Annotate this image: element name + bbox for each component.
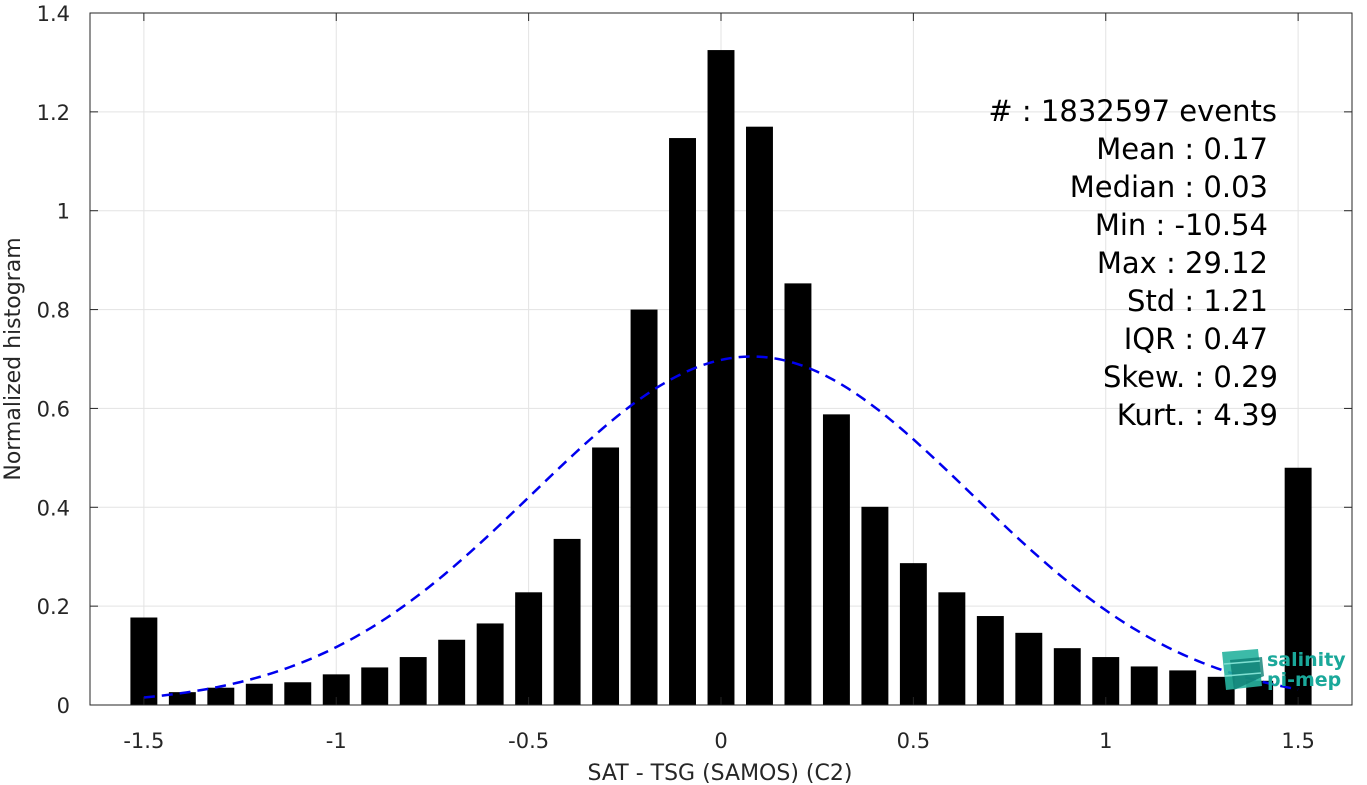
bar-30 bbox=[1284, 467, 1312, 705]
stat-line-4: Max : 29.12 bbox=[1097, 246, 1268, 280]
y-axis-label: Normalized histogram bbox=[1, 237, 26, 480]
y-tick-label-7: 1.4 bbox=[37, 2, 70, 26]
bar-6 bbox=[361, 667, 389, 705]
bar-13 bbox=[630, 309, 658, 705]
globe-cube-icon bbox=[1222, 649, 1264, 690]
bar-10 bbox=[515, 592, 543, 705]
bar-12 bbox=[592, 447, 620, 705]
bar-26 bbox=[1130, 666, 1158, 705]
x-tick-label-3: 0 bbox=[714, 729, 727, 753]
bar-9 bbox=[476, 623, 504, 705]
bar-0 bbox=[130, 617, 158, 705]
bar-23 bbox=[1015, 632, 1043, 705]
bar-2 bbox=[207, 687, 235, 705]
x-tick-label-5: 1 bbox=[1099, 729, 1112, 753]
stat-line-2: Median : 0.03 bbox=[1070, 170, 1268, 204]
x-tick-label-2: -0.5 bbox=[508, 729, 549, 753]
bar-16 bbox=[746, 126, 773, 705]
bar-15 bbox=[707, 50, 735, 706]
y-tick-label-1: 0.2 bbox=[37, 595, 70, 619]
stat-line-5: Std : 1.21 bbox=[1127, 284, 1268, 318]
y-tick-label-0: 0 bbox=[57, 694, 70, 718]
y-tick-label-5: 1 bbox=[57, 200, 70, 224]
y-tick-label-3: 0.6 bbox=[37, 397, 70, 421]
statistics-box: # : 1832597 events Mean : 0.17 Median : 0.… bbox=[988, 94, 1278, 432]
x-tick-label-1: -1 bbox=[326, 729, 347, 753]
x-tick-label-6: 1.5 bbox=[1281, 729, 1314, 753]
bar-14 bbox=[669, 138, 696, 705]
x-tick-label-4: 0.5 bbox=[897, 729, 930, 753]
y-tick-label-4: 0.8 bbox=[37, 299, 70, 323]
bar-17 bbox=[784, 283, 812, 705]
bar-20 bbox=[899, 563, 927, 705]
bar-22 bbox=[976, 616, 1004, 705]
stat-line-3: Min : -10.54 bbox=[1095, 208, 1268, 242]
normal-fit-curve bbox=[143, 355, 1299, 699]
bar-21 bbox=[938, 592, 966, 705]
stat-line-8: Kurt. : 4.39 bbox=[1117, 398, 1278, 432]
bar-7 bbox=[399, 657, 427, 705]
normal-fit-line bbox=[143, 355, 1299, 699]
bar-11 bbox=[553, 538, 581, 705]
bars bbox=[130, 50, 1312, 706]
salinity-pi-mep-logo: salinity pi-mep bbox=[1222, 649, 1346, 691]
x-tick-label-0: -1.5 bbox=[123, 729, 164, 753]
stat-line-0: # : 1832597 events bbox=[988, 94, 1277, 128]
bar-3 bbox=[245, 683, 273, 705]
y-tick-label-2: 0.4 bbox=[37, 496, 70, 520]
y-tick-label-6: 1.2 bbox=[37, 101, 70, 125]
x-axis-ticks: -1.5 -1 -0.5 0 0.5 1 1.5 bbox=[123, 13, 1315, 753]
bar-18 bbox=[822, 414, 850, 705]
bar-8 bbox=[438, 639, 466, 705]
x-axis-label: SAT - TSG (SAMOS) (C2) bbox=[588, 761, 853, 785]
logo-text-pi-mep: pi-mep bbox=[1267, 669, 1341, 691]
stat-line-1: Mean : 0.17 bbox=[1096, 132, 1268, 166]
bar-1 bbox=[168, 692, 196, 705]
logo-text-salinity: salinity bbox=[1267, 649, 1346, 671]
bar-27 bbox=[1169, 670, 1197, 705]
y-axis-ticks: 0 0.2 0.4 0.6 0.8 1 1.2 1.4 bbox=[37, 2, 1352, 718]
bar-19 bbox=[861, 506, 889, 705]
bar-24 bbox=[1053, 648, 1081, 705]
stat-line-7: Skew. : 0.29 bbox=[1103, 360, 1278, 394]
stat-line-6: IQR : 0.47 bbox=[1124, 322, 1268, 356]
bar-4 bbox=[284, 682, 312, 705]
